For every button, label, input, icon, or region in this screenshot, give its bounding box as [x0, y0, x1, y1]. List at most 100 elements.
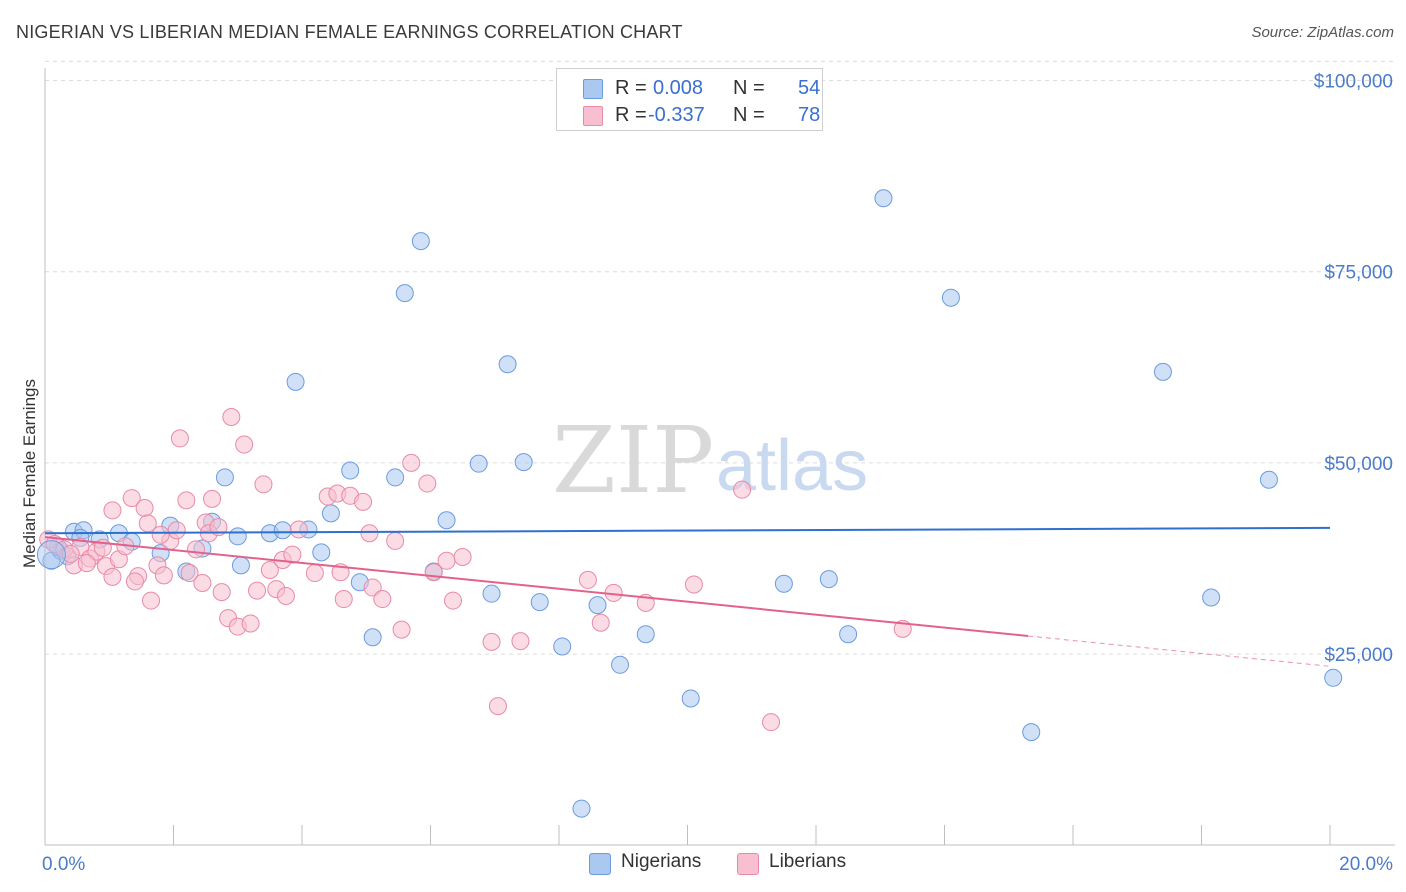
tick-labels: $25,000 $50,000 $75,000 $100,000 0.0% 20.0%: [42, 72, 1393, 876]
nigerian-point: [437, 511, 456, 530]
legend-label-nigerians: Nigerians: [621, 851, 702, 872]
liberian-point: [167, 521, 186, 540]
liberian-point: [386, 531, 405, 550]
watermark: ZIP atlas: [552, 407, 868, 514]
liberian-point: [578, 570, 597, 589]
nigerian-point: [321, 504, 340, 523]
nigerian-point: [286, 372, 305, 391]
nigerian-point: [588, 596, 607, 615]
liberian-point: [276, 586, 295, 605]
nigerian-point: [681, 689, 700, 708]
nigerian-trend-line: [44, 526, 1331, 535]
liberian-point: [305, 564, 324, 583]
nigerian-point: [312, 543, 331, 562]
legend-n-value: 54: [798, 77, 821, 99]
legend-swatch-nigerians: [589, 853, 611, 875]
x-tick-label: 0.0%: [42, 854, 85, 875]
axes: [44, 68, 1395, 846]
liberian-point: [437, 551, 456, 570]
nigerian-point: [636, 625, 655, 644]
nigerian-point: [874, 189, 893, 208]
nigerian-point: [1202, 588, 1221, 607]
nigerian-point: [386, 468, 405, 487]
liberian-point: [418, 474, 437, 493]
liberian-point: [135, 499, 154, 518]
liberian-point: [203, 489, 222, 508]
nigerian-point: [1022, 723, 1041, 742]
liberian-point: [241, 614, 260, 633]
liberian-point: [77, 554, 96, 573]
legend-swatch-nigerians: [583, 79, 603, 99]
nigerian-point: [530, 593, 549, 612]
liberian-point: [373, 590, 392, 609]
liberian-point: [142, 591, 161, 610]
liberian-point: [260, 560, 279, 579]
liberian-point: [254, 475, 273, 494]
liberian-point: [453, 547, 472, 566]
nigerian-point: [1259, 470, 1278, 489]
liberian-point: [283, 545, 302, 564]
liberian-point: [684, 575, 703, 594]
liberian-point: [248, 581, 267, 600]
nigerian-point: [231, 556, 250, 575]
chart-title: NIGERIAN VS LIBERIAN MEDIAN FEMALE EARNI…: [16, 22, 683, 42]
liberian-point: [209, 518, 228, 537]
nigerian-point: [819, 570, 838, 589]
nigerian-point: [553, 637, 572, 656]
trend-lines: [44, 526, 1331, 667]
liberian-point: [591, 613, 610, 632]
nigerian-point: [572, 799, 591, 818]
nigerian-point: [469, 454, 488, 473]
nigerian-point: [228, 527, 247, 546]
legend-r-label: R =: [615, 77, 647, 99]
liberian-point: [103, 501, 122, 520]
nigerian-point: [36, 540, 66, 570]
nigerian-point: [363, 628, 382, 647]
nigerian-point: [941, 288, 960, 307]
liberian-point: [733, 480, 752, 499]
liberian-trend-line: [44, 536, 1029, 637]
legend-n-value: 78: [798, 104, 821, 126]
legend-r-value: -0.337: [648, 104, 705, 126]
liberian-point: [125, 572, 144, 591]
nigerian-point: [341, 461, 360, 480]
nigerian-point: [1324, 668, 1343, 687]
legend-r-value: 0.008: [653, 77, 704, 99]
liberian-point: [154, 566, 173, 585]
x-tick-label: 20.0%: [1339, 854, 1393, 875]
liberian-point: [222, 408, 241, 427]
legend-r-label: R =: [615, 104, 647, 126]
liberian-point: [482, 632, 501, 651]
nigerian-point: [482, 584, 501, 603]
nigerian-point: [395, 284, 414, 303]
liberian-point: [443, 591, 462, 610]
nigerian-point: [273, 521, 292, 540]
legend-swatch-liberians: [737, 853, 759, 875]
liberian-point: [180, 564, 199, 583]
nigerian-point: [839, 625, 858, 644]
legend-swatch-liberians: [583, 106, 603, 126]
liberian-point: [334, 590, 353, 609]
liberian-point: [488, 697, 507, 716]
y-tick-label: $100,000: [1314, 72, 1393, 93]
liberian-point: [138, 514, 157, 533]
nigerian-point: [498, 355, 517, 374]
liberian-trend-line-extension: [1027, 635, 1331, 667]
legend-label-liberians: Liberians: [769, 851, 847, 872]
liberian-point: [392, 620, 411, 639]
liberian-point: [354, 492, 373, 511]
nigerian-point: [1153, 362, 1172, 381]
nigerian-point: [514, 453, 533, 472]
liberian-point: [193, 573, 212, 592]
nigerian-point: [215, 468, 234, 487]
nigerian-point: [611, 655, 630, 674]
nigerian-point: [411, 232, 430, 251]
legend-n-label: N =: [733, 104, 765, 126]
liberian-point: [363, 578, 382, 597]
liberian-point: [360, 524, 379, 543]
liberian-point: [235, 435, 254, 454]
liberian-point: [170, 429, 189, 448]
y-tick-label: $75,000: [1324, 263, 1393, 284]
liberian-point: [122, 489, 141, 508]
